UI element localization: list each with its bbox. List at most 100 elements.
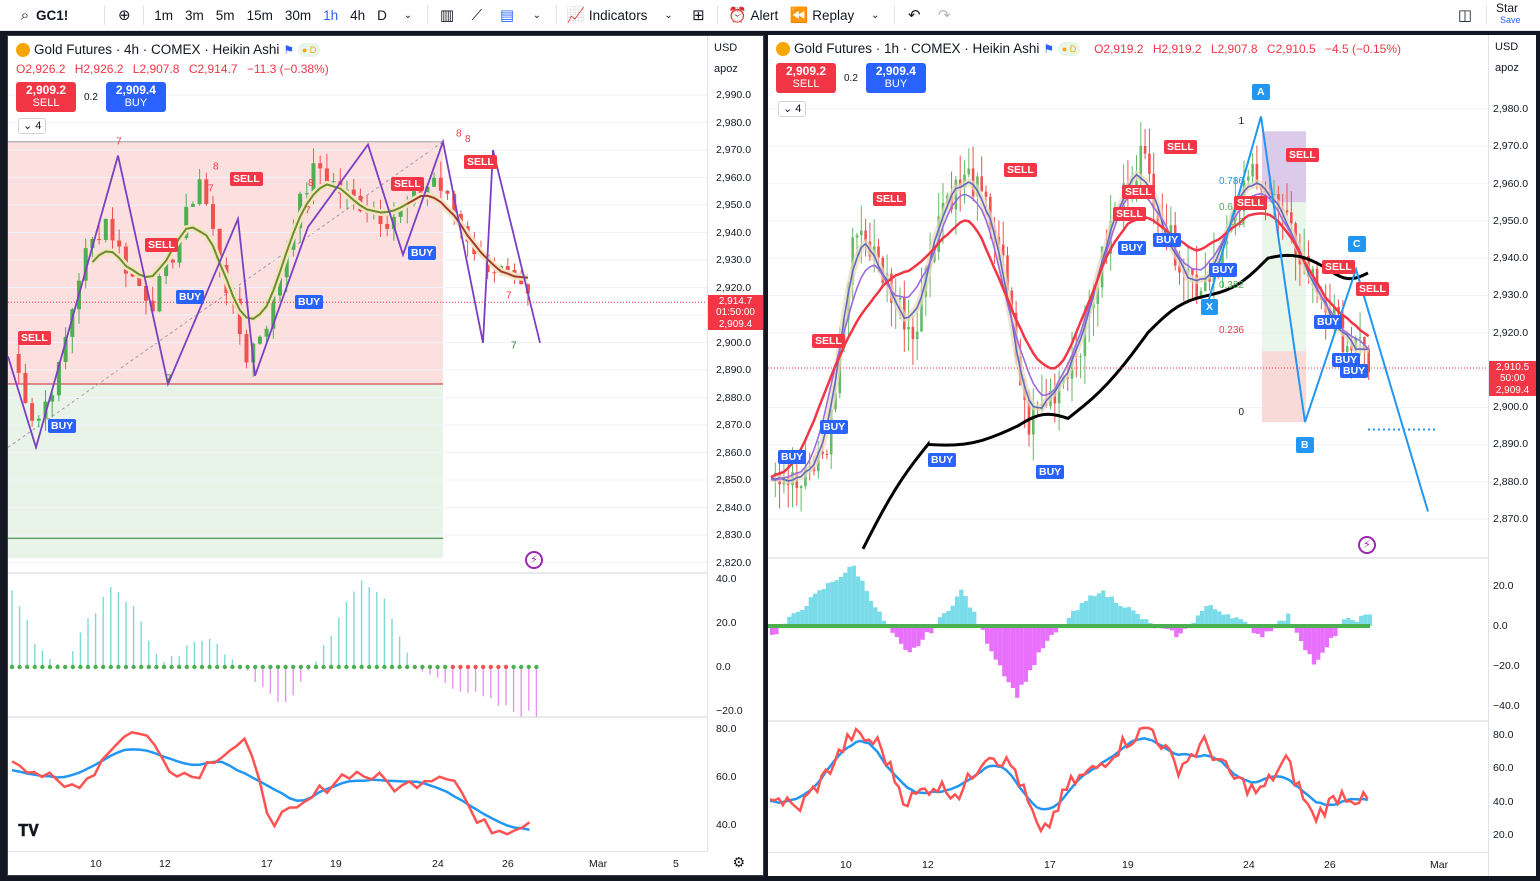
price-axis[interactable]: USD apoz 2,980.0 2,970.0 2,960.0 2,950.0 2,9… xyxy=(1488,35,1536,876)
candle-body xyxy=(1367,349,1370,373)
buy-price: 2,909.4 xyxy=(115,83,156,97)
price-axis[interactable]: USD apoz 2,990.0 2,980.0 2,970.0 2,960.0 2,9… xyxy=(707,36,763,875)
save-area[interactable]: Star Save xyxy=(1496,2,1521,26)
osc-dot xyxy=(526,664,531,670)
osc-dot xyxy=(481,664,486,670)
candle-body xyxy=(36,418,41,421)
osc-dot xyxy=(215,664,220,670)
osc-bar xyxy=(1131,610,1136,626)
unit-selector[interactable]: apoz xyxy=(714,63,738,75)
candle-body xyxy=(190,204,195,207)
interval-dropdown[interactable]: ⌄ xyxy=(393,0,423,31)
osc-bar xyxy=(929,626,934,634)
chevron-down-icon: ⌄ xyxy=(664,9,673,21)
signal-sell-label: SELL xyxy=(873,192,906,207)
interval-4h[interactable]: 4h xyxy=(350,7,366,23)
osc-bar xyxy=(1367,614,1372,626)
settings-icon[interactable]: ⚙ xyxy=(732,854,745,870)
candle-body xyxy=(284,249,289,278)
replay-button[interactable]: ⏪ Replay xyxy=(784,0,860,31)
close-value: C2,914.7 xyxy=(188,62,238,76)
interval-5m[interactable]: 5m xyxy=(215,7,235,23)
alert-button[interactable]: ⏰ Alert xyxy=(722,0,784,31)
lightning-icon[interactable]: ⚡ xyxy=(1358,536,1376,554)
buy-button[interactable]: 2,909.4 BUY xyxy=(865,63,926,93)
currency-selector[interactable]: USD xyxy=(1495,41,1519,53)
time-tick-label: 12 xyxy=(922,859,934,871)
signal-line xyxy=(11,748,530,832)
flag-icon[interactable]: ⚑ xyxy=(1043,41,1055,56)
osc-dot xyxy=(450,664,455,670)
interval-1m[interactable]: 1m xyxy=(154,7,174,23)
chart-pane-4h[interactable]: 7 8 7 8 7 7 8 7 7 8 Gold Futures · 4h · COMEX · H… xyxy=(7,35,764,876)
osc-bar xyxy=(1286,613,1291,626)
interval-15m[interactable]: 15m xyxy=(246,7,273,23)
reward-zone xyxy=(8,384,443,559)
interval-d[interactable]: D xyxy=(377,7,387,23)
osc-bar xyxy=(950,605,955,626)
area-type-button[interactable]: ⟋ xyxy=(462,0,492,31)
tradingview-logo: 𝐓𝐕 xyxy=(18,823,39,840)
chart-pane-1h[interactable]: 1 0.786 0.618 0.5 0.382 0.236 0 Gold Futures ·… xyxy=(768,35,1536,876)
osc-bar xyxy=(1294,626,1299,633)
time-tick-label: Mar xyxy=(1430,859,1449,871)
osc-bar xyxy=(1238,619,1243,626)
indicator-count: 4 xyxy=(35,120,42,132)
change-value: −11.3 (−0.38%) xyxy=(246,62,329,76)
candle-body xyxy=(1311,268,1315,278)
flag-icon[interactable]: ⚑ xyxy=(283,42,295,57)
osc-dot xyxy=(389,664,395,670)
price-tick-label: 2,850.0 xyxy=(716,474,752,487)
price-tick-label: 2,880.0 xyxy=(1493,475,1529,488)
price-tick-label: 2,870.0 xyxy=(716,419,752,432)
osc-bar xyxy=(1303,626,1308,651)
time-tick-label: 10 xyxy=(90,858,102,870)
osc-dot xyxy=(458,664,463,670)
redo-icon: ↷ xyxy=(937,7,951,24)
buy-button[interactable]: 2,909.4 BUY xyxy=(105,82,166,112)
last-price: 2,910.5 xyxy=(1495,362,1530,374)
chart-type-dropdown[interactable]: ⌄ xyxy=(522,0,552,31)
interval-3m[interactable]: 3m xyxy=(185,7,204,23)
candle-body xyxy=(204,179,209,205)
interval-30m[interactable]: 30m xyxy=(284,7,312,23)
templates-button[interactable]: ⊞ xyxy=(683,0,713,31)
series-legend[interactable]: Gold Futures · 4h · COMEX · Heikin Ashi … xyxy=(16,42,321,57)
collapse-indicators-button[interactable]: ⌄ 4 xyxy=(18,118,47,134)
time-axis[interactable]: 10 12 17 19 24 26 Mar 5 xyxy=(8,851,708,875)
interval-1h[interactable]: 1h xyxy=(323,7,339,23)
data-status-icon[interactable]: ● D xyxy=(1058,41,1081,56)
undo-button[interactable]: ↶ xyxy=(899,0,929,31)
osc-bar xyxy=(800,610,805,626)
candle-type-button[interactable]: ▥ xyxy=(432,0,462,31)
lightning-icon[interactable]: ⚡ xyxy=(525,551,543,569)
indicators-dropdown[interactable]: ⌄ xyxy=(653,0,683,31)
symbol-search-button[interactable]: ⌕ GC1! xyxy=(0,0,74,31)
osc-bar xyxy=(1341,619,1347,626)
currency-selector[interactable]: USD xyxy=(714,42,738,54)
indicators-button[interactable]: 📈 Indicators xyxy=(561,0,654,31)
left-chart-canvas[interactable]: 7 8 7 8 7 7 8 7 7 8 xyxy=(8,36,708,849)
collapse-indicators-button[interactable]: ⌄ 4 xyxy=(778,101,807,117)
osc-dot xyxy=(169,664,174,670)
unit-selector[interactable]: apoz xyxy=(1495,62,1519,74)
candle-body xyxy=(123,246,128,274)
series-legend[interactable]: Gold Futures · 1h · COMEX · Heikin Ashi … xyxy=(776,41,1407,56)
sell-button[interactable]: 2,909.2 SELL xyxy=(16,82,76,112)
data-status-icon[interactable]: ● D xyxy=(298,42,321,57)
replay-dropdown[interactable]: ⌄ xyxy=(860,0,890,31)
compare-button[interactable]: ⊕ xyxy=(109,0,139,31)
osc-bar xyxy=(825,583,831,626)
sell-button[interactable]: 2,909.2 SELL xyxy=(776,63,836,93)
count-label: 7 xyxy=(166,373,172,384)
time-axis[interactable]: 10 12 17 19 24 26 Mar xyxy=(768,852,1488,876)
close-value: C2,910.5 xyxy=(1266,41,1316,56)
redo-button[interactable]: ↷ xyxy=(929,0,959,31)
candle-body xyxy=(177,237,182,263)
bar-countdown: 01:50:00 xyxy=(716,307,755,319)
layout-button[interactable]: ◫ xyxy=(1450,0,1480,31)
right-chart-canvas[interactable]: 1 0.786 0.618 0.5 0.382 0.236 0 xyxy=(768,35,1488,852)
heikin-ashi-button[interactable]: ▤ xyxy=(492,0,522,31)
osc-tick-label: 0.0 xyxy=(716,661,731,673)
price-tick-label: 2,950.0 xyxy=(716,199,752,212)
